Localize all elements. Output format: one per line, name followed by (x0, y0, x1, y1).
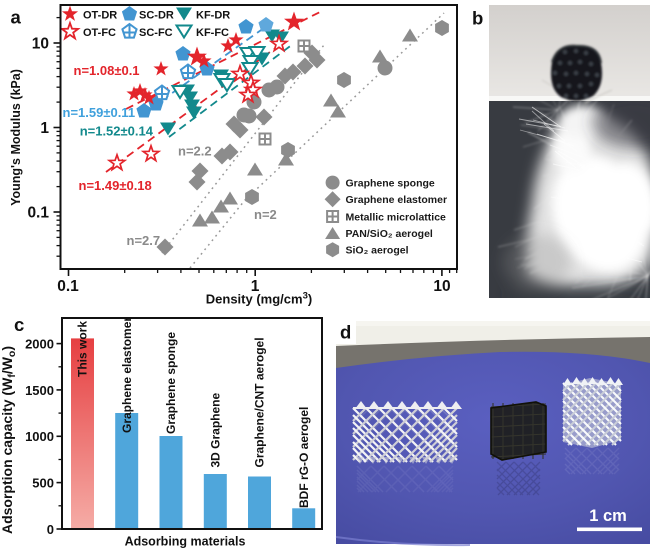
svg-text:KF-DR: KF-DR (196, 10, 230, 22)
svg-text:Young's Modulus (kPa): Young's Modulus (kPa) (9, 69, 23, 206)
svg-text:Graphene sponge: Graphene sponge (164, 332, 178, 434)
svg-text:n=2.7: n=2.7 (127, 233, 161, 248)
svg-text:KF-FC: KF-FC (196, 27, 229, 39)
svg-text:n=1.08±0.1: n=1.08±0.1 (74, 63, 140, 78)
svg-text:1000: 1000 (25, 429, 54, 444)
svg-text:Graphene elastomer: Graphene elastomer (346, 194, 448, 206)
svg-text:c: c (14, 314, 24, 335)
svg-text:n=1.59±0.11: n=1.59±0.11 (63, 105, 136, 120)
svg-text:SC-DR: SC-DR (139, 10, 174, 22)
svg-text:Graphene elastomer: Graphene elastomer (120, 317, 134, 433)
svg-text:Density (mg/cm3): Density (mg/cm3) (206, 290, 312, 306)
svg-text:2000: 2000 (25, 337, 54, 352)
svg-text:10: 10 (433, 278, 450, 295)
svg-text:500: 500 (32, 476, 54, 491)
svg-text:n=2.2: n=2.2 (178, 144, 212, 159)
svg-text:3D Graphene: 3D Graphene (208, 392, 222, 467)
svg-text:0.1: 0.1 (57, 278, 79, 295)
svg-text:n=2: n=2 (254, 207, 277, 222)
svg-text:OT-DR: OT-DR (83, 10, 117, 22)
svg-text:Adsorption capacity (Wf/Wo): Adsorption capacity (Wf/Wo) (0, 346, 18, 534)
svg-text:SiO₂ aerogel: SiO₂ aerogel (346, 245, 409, 257)
svg-text:1 cm: 1 cm (589, 507, 627, 525)
svg-text:b: b (472, 8, 483, 29)
svg-text:a: a (11, 7, 22, 28)
svg-text:1: 1 (251, 278, 260, 295)
svg-text:d: d (340, 322, 351, 343)
svg-text:1500: 1500 (25, 383, 54, 398)
svg-text:10: 10 (32, 36, 49, 53)
svg-text:PAN/SiO₂ aerogel: PAN/SiO₂ aerogel (346, 228, 433, 240)
svg-text:n=1.52±0.14: n=1.52±0.14 (80, 124, 154, 139)
svg-text:This work: This work (76, 321, 90, 377)
svg-text:1: 1 (40, 120, 49, 137)
svg-text:Metallic microlattice: Metallic microlattice (346, 212, 447, 224)
svg-text:0: 0 (47, 522, 54, 537)
svg-text:OT-FC: OT-FC (83, 27, 116, 39)
svg-text:n=1.49±0.18: n=1.49±0.18 (79, 178, 152, 193)
svg-text:0.1: 0.1 (27, 205, 49, 222)
svg-text:BDF rG-O aerogel: BDF rG-O aerogel (297, 407, 311, 508)
svg-text:Adsorbing materials: Adsorbing materials (125, 535, 246, 548)
svg-text:Graphene sponge: Graphene sponge (346, 178, 435, 190)
svg-text:Graphene/CNT aerogel: Graphene/CNT aerogel (253, 337, 267, 467)
svg-text:SC-FC: SC-FC (139, 27, 173, 39)
